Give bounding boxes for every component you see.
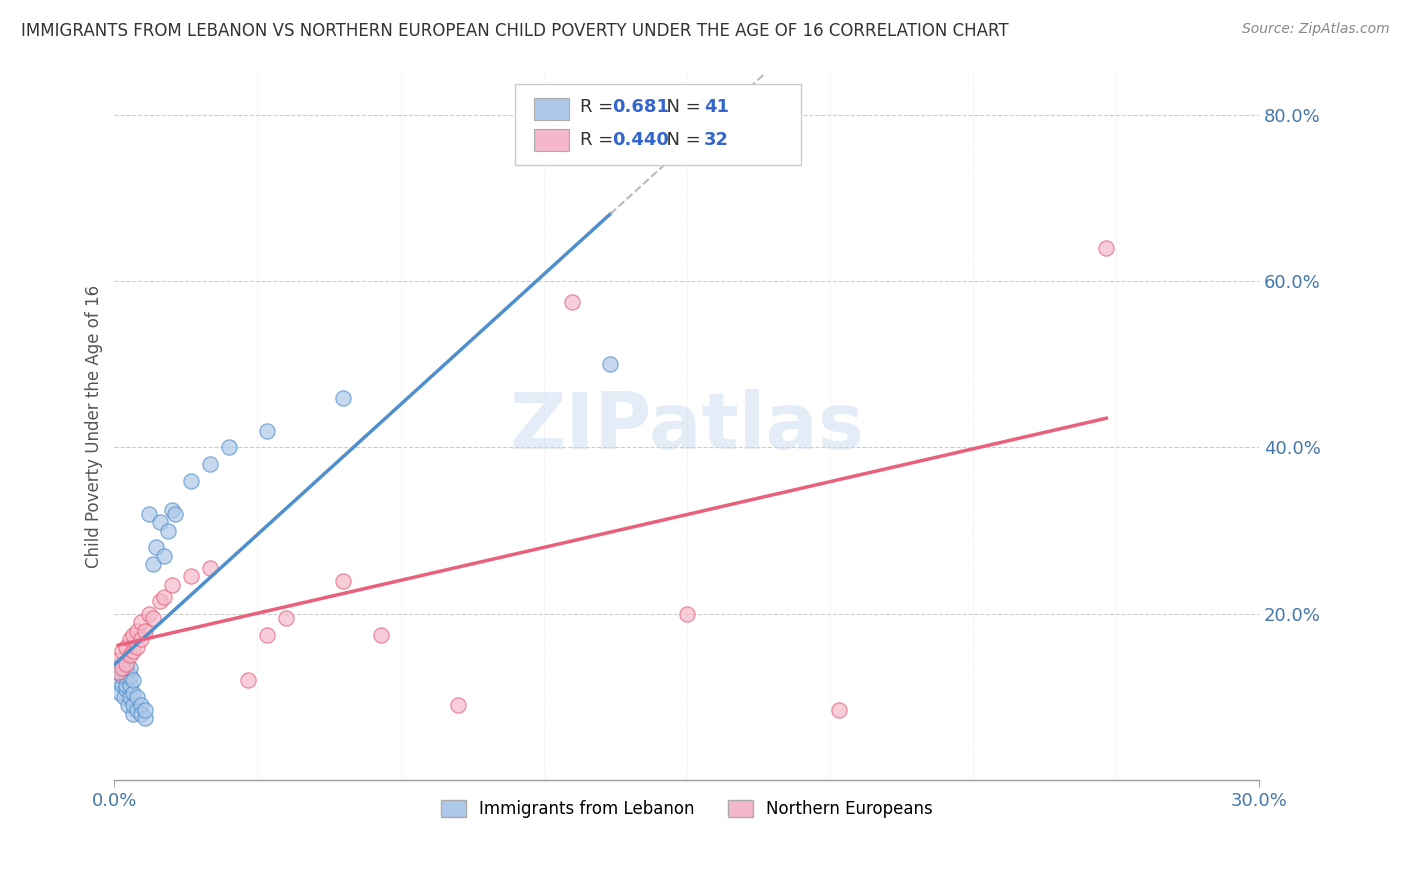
Text: 32: 32 <box>704 131 728 149</box>
Point <box>142 557 165 571</box>
Point <box>129 698 152 713</box>
Point <box>122 673 145 688</box>
Point <box>115 640 138 655</box>
Point <box>115 681 138 696</box>
Legend: Immigrants from Lebanon, Northern Europeans: Immigrants from Lebanon, Northern Europe… <box>434 794 939 825</box>
Y-axis label: Child Poverty Under the Age of 16: Child Poverty Under the Age of 16 <box>86 285 103 568</box>
Text: IMMIGRANTS FROM LEBANON VS NORTHERN EUROPEAN CHILD POVERTY UNDER THE AGE OF 16 C: IMMIGRANTS FROM LEBANON VS NORTHERN EURO… <box>21 22 1008 40</box>
Text: N =: N = <box>655 98 706 116</box>
Point <box>218 441 240 455</box>
FancyBboxPatch shape <box>515 84 801 165</box>
Point <box>145 541 167 555</box>
Point <box>142 611 165 625</box>
Point <box>118 669 141 683</box>
Text: 0.681: 0.681 <box>612 98 669 116</box>
Point <box>256 628 278 642</box>
Point <box>160 503 183 517</box>
FancyBboxPatch shape <box>534 98 569 120</box>
Point <box>138 507 160 521</box>
Point <box>274 611 297 625</box>
Point <box>118 677 141 691</box>
Text: R =: R = <box>581 131 619 149</box>
Point <box>107 665 129 679</box>
Point <box>127 702 149 716</box>
Point <box>447 698 470 713</box>
Point <box>149 594 172 608</box>
Point <box>111 661 134 675</box>
Point <box>122 644 145 658</box>
Point <box>108 686 131 700</box>
Point <box>127 640 149 655</box>
Point <box>198 457 221 471</box>
Point <box>198 561 221 575</box>
Point <box>127 624 149 638</box>
Text: R =: R = <box>581 98 619 116</box>
Point <box>156 524 179 538</box>
Point <box>115 661 138 675</box>
Point <box>165 507 187 521</box>
Text: Source: ZipAtlas.com: Source: ZipAtlas.com <box>1241 22 1389 37</box>
Point <box>127 690 149 704</box>
Point <box>111 644 134 658</box>
Point <box>118 690 141 704</box>
Text: 0.440: 0.440 <box>612 131 669 149</box>
Point <box>107 653 129 667</box>
Point <box>129 632 152 646</box>
Point <box>138 607 160 621</box>
Point <box>129 615 152 630</box>
Point <box>122 706 145 721</box>
Point <box>122 686 145 700</box>
Point <box>122 628 145 642</box>
Point <box>236 673 259 688</box>
Point <box>122 698 145 713</box>
Point <box>118 632 141 646</box>
Point <box>332 391 354 405</box>
Point <box>153 591 176 605</box>
Point <box>134 711 156 725</box>
FancyBboxPatch shape <box>534 128 569 152</box>
Point <box>332 574 354 588</box>
Point <box>117 698 139 713</box>
Text: N =: N = <box>655 131 706 149</box>
Point <box>149 516 172 530</box>
Point <box>1095 241 1118 255</box>
Point <box>675 607 697 621</box>
Point <box>118 661 141 675</box>
Point <box>115 669 138 683</box>
Point <box>118 648 141 663</box>
Point <box>180 474 202 488</box>
Point <box>561 294 583 309</box>
Point <box>115 657 138 671</box>
Point <box>134 702 156 716</box>
Text: ZIPatlas: ZIPatlas <box>509 389 865 465</box>
Point <box>105 661 128 675</box>
Point <box>160 578 183 592</box>
Point <box>107 665 129 679</box>
Point <box>180 569 202 583</box>
Point <box>256 424 278 438</box>
Point <box>112 690 135 704</box>
Point <box>370 628 392 642</box>
Point <box>153 549 176 563</box>
Point <box>111 657 134 671</box>
Point <box>129 706 152 721</box>
Text: 41: 41 <box>704 98 728 116</box>
Point <box>134 624 156 638</box>
Point <box>107 673 129 688</box>
Point <box>828 702 851 716</box>
Point <box>599 357 621 371</box>
Point <box>111 669 134 683</box>
Point <box>115 677 138 691</box>
Point <box>111 677 134 691</box>
